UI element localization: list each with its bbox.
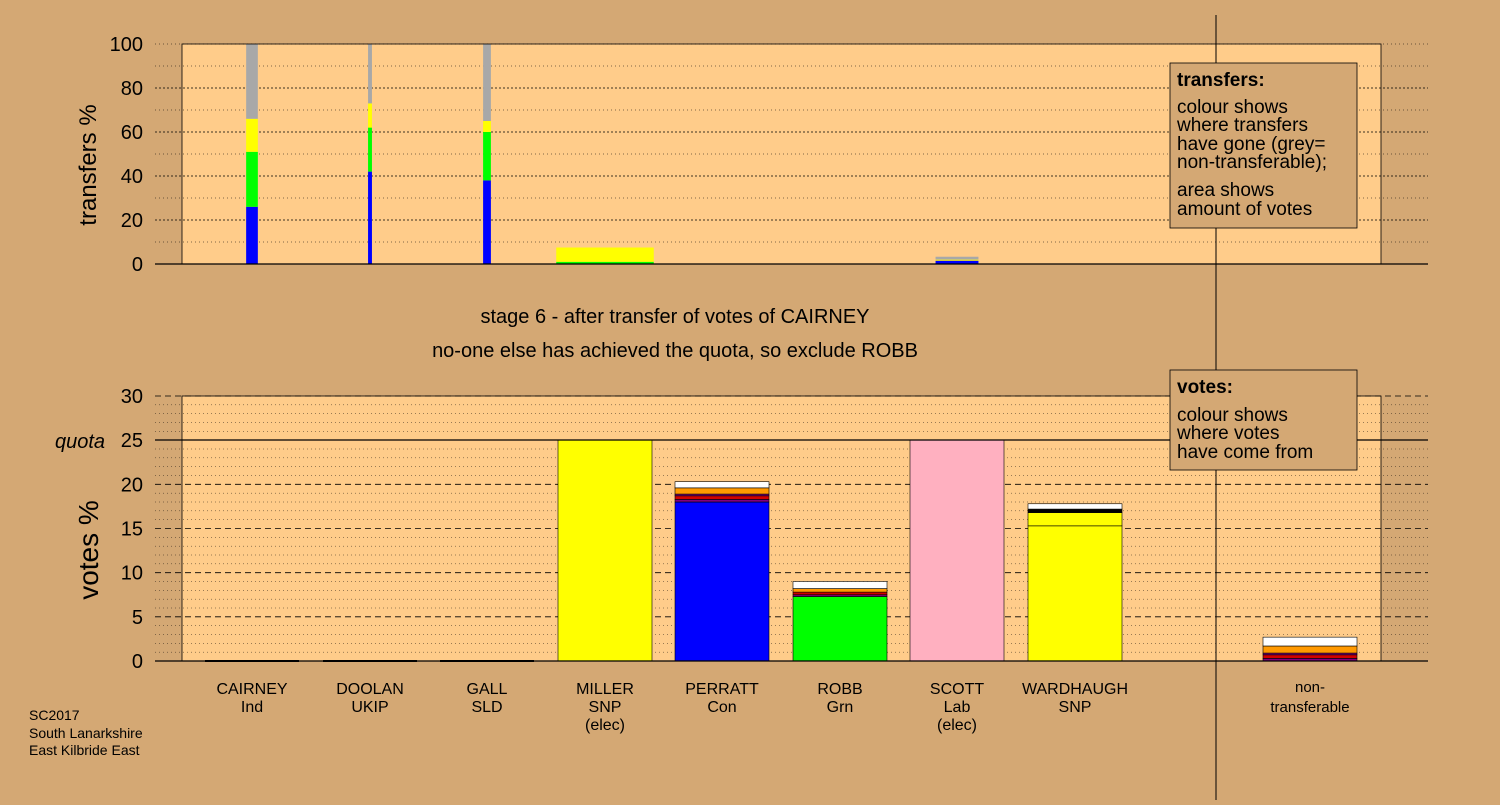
candidate-label: Con <box>707 699 736 716</box>
nontransferable-segment <box>1262 654 1358 659</box>
candidate-label: PERRATT <box>685 681 759 698</box>
transfer-segment <box>556 247 654 262</box>
votes-legend: votes: colour shows where votes have com… <box>1169 369 1358 471</box>
vote-segment <box>792 588 888 593</box>
transfer-segment <box>483 180 491 264</box>
candidate-label: ROBB <box>817 681 862 698</box>
footer-line: SC2017 <box>29 707 80 723</box>
vote-segment <box>792 591 888 596</box>
transfer-segment <box>483 121 491 132</box>
vote-segment <box>674 481 770 489</box>
vote-segment <box>674 501 770 662</box>
votes-bars <box>205 439 1358 662</box>
tick-label: 0 <box>132 651 143 673</box>
candidate-label: Grn <box>827 699 854 716</box>
vote-segment <box>674 499 770 503</box>
transfer-segment <box>556 261 654 264</box>
vote-segment <box>792 581 888 589</box>
candidate-label: UKIP <box>351 699 388 716</box>
transfers-legend-title: transfers: <box>1177 70 1265 91</box>
transfers-legend-line: non-transferable); <box>1177 152 1327 173</box>
transfer-segment <box>368 127 372 172</box>
transfers-legend-line: have gone (grey= <box>1177 134 1325 155</box>
votes-legend-line: colour shows <box>1177 405 1288 426</box>
transfers-legend-line: area shows <box>1177 180 1274 201</box>
transfer-segment <box>246 151 258 207</box>
candidate-label: SCOTT <box>930 681 984 698</box>
tick-label: 15 <box>121 519 143 541</box>
votes-legend-line: have come from <box>1177 442 1313 463</box>
transfers-legend: transfers: colour shows where transfers … <box>1169 62 1358 229</box>
tick-label: 100 <box>110 34 143 56</box>
transfer-segment <box>246 118 258 152</box>
candidate-label: (elec) <box>585 717 625 734</box>
candidate-labels: CAIRNEYIndDOOLANUKIPGALLSLDMILLERSNP(ele… <box>216 681 1128 734</box>
candidate-label: SLD <box>471 699 502 716</box>
stage-title: stage 6 - after transfer of votes of CAI… <box>480 306 869 328</box>
vote-segment <box>909 439 1005 662</box>
transfers-legend-line: where transfers <box>1176 115 1308 136</box>
transfer-segment <box>483 44 491 121</box>
nontransferable-label: transferable <box>1270 699 1349 716</box>
transfer-segment <box>246 44 258 119</box>
footer-line: East Kilbride East <box>29 742 140 758</box>
tick-label: 0 <box>132 254 143 276</box>
transfers-tick-labels: 0 20 40 60 80 100 <box>110 34 143 276</box>
transfers-bars <box>246 44 979 264</box>
vote-segment <box>1027 503 1123 510</box>
tick-label: 30 <box>121 386 143 408</box>
stage-subtitle: no-one else has achieved the quota, so e… <box>432 340 918 362</box>
tick-label: 20 <box>121 474 143 496</box>
transfer-segment <box>483 132 491 181</box>
vote-segment <box>674 495 770 500</box>
quota-label: quota <box>55 431 105 453</box>
vote-segment <box>1027 508 1123 513</box>
transfer-segment <box>935 260 979 264</box>
vote-segment <box>557 439 653 662</box>
transfer-segment <box>368 103 372 128</box>
vote-segment <box>1027 525 1123 662</box>
candidate-label: Ind <box>241 699 263 716</box>
vote-segment <box>1027 512 1123 527</box>
transfer-segment <box>368 171 372 264</box>
candidate-label: (elec) <box>937 717 977 734</box>
tick-label: 10 <box>121 563 143 585</box>
tick-label: 80 <box>121 78 143 100</box>
candidate-label: MILLER <box>576 681 634 698</box>
votes-legend-line: where votes <box>1176 423 1279 444</box>
nontransferable-label: non- <box>1295 679 1325 696</box>
candidate-label: GALL <box>467 681 508 698</box>
tick-label: 60 <box>121 122 143 144</box>
candidate-label: SNP <box>1059 699 1092 716</box>
nontransferable-segment <box>1262 636 1358 647</box>
transfers-legend-line: amount of votes <box>1177 199 1312 220</box>
transfers-legend-line: colour shows <box>1177 97 1288 118</box>
tick-label: 25 <box>121 430 143 452</box>
candidate-label: CAIRNEY <box>216 681 287 698</box>
vote-segment <box>674 487 770 495</box>
transfer-segment <box>246 206 258 264</box>
tick-label: 20 <box>121 210 143 232</box>
votes-tick-labels: 0 5 10 15 20 25 30 <box>121 386 143 673</box>
votes-axis-label: votes % <box>73 500 104 600</box>
tick-label: 5 <box>132 607 143 629</box>
transfer-segment <box>935 256 979 260</box>
transfers-axis-label: transfers % <box>75 104 102 225</box>
transfer-segment <box>935 259 979 261</box>
votes-legend-title: votes: <box>1177 377 1233 398</box>
vote-segment <box>792 596 888 662</box>
nontransferable-segment <box>1262 645 1358 654</box>
candidate-label: SNP <box>589 699 622 716</box>
tick-label: 40 <box>121 166 143 188</box>
candidate-label: DOOLAN <box>336 681 404 698</box>
footer-line: South Lanarkshire <box>29 725 143 741</box>
candidate-label: Lab <box>944 699 971 716</box>
candidate-label: WARDHAUGH <box>1022 681 1128 698</box>
transfer-segment <box>368 44 372 104</box>
